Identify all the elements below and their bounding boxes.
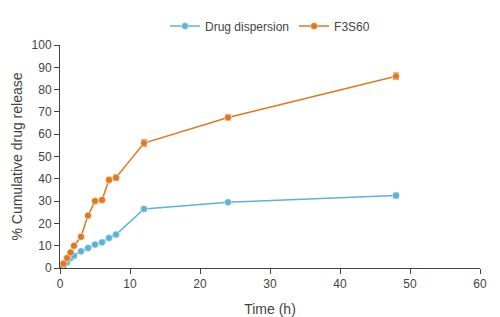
svg-text:100: 100 xyxy=(32,38,52,52)
svg-text:50: 50 xyxy=(38,150,52,164)
svg-text:90: 90 xyxy=(38,61,52,75)
svg-text:0: 0 xyxy=(57,277,64,291)
svg-text:Drug dispersion: Drug dispersion xyxy=(205,20,289,34)
svg-text:Time (h): Time (h) xyxy=(244,301,296,317)
svg-text:50: 50 xyxy=(403,277,417,291)
svg-text:60: 60 xyxy=(38,127,52,141)
svg-text:70: 70 xyxy=(38,105,52,119)
svg-text:30: 30 xyxy=(38,194,52,208)
svg-text:% Cumulative drug release: % Cumulative drug release xyxy=(9,72,25,240)
svg-text:0: 0 xyxy=(45,261,52,275)
svg-text:40: 40 xyxy=(38,172,52,186)
svg-text:30: 30 xyxy=(263,277,277,291)
svg-text:10: 10 xyxy=(38,239,52,253)
svg-text:F3S60: F3S60 xyxy=(334,20,370,34)
svg-text:20: 20 xyxy=(193,277,207,291)
svg-text:10: 10 xyxy=(123,277,137,291)
svg-text:60: 60 xyxy=(473,277,487,291)
svg-text:80: 80 xyxy=(38,83,52,97)
svg-text:20: 20 xyxy=(38,217,52,231)
svg-text:40: 40 xyxy=(333,277,347,291)
